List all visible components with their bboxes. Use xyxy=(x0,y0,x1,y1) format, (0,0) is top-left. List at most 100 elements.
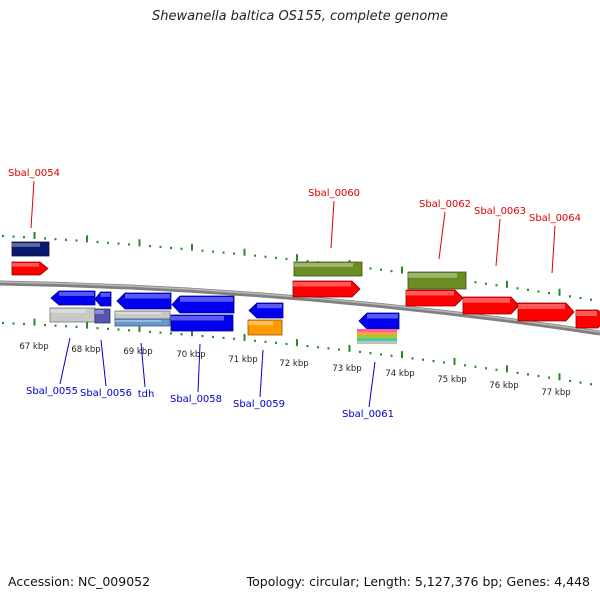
genome-backbone xyxy=(0,280,600,336)
gene-bar-tdh-domain-a xyxy=(114,310,171,320)
gene-bar-sbal-0062-cds-body xyxy=(407,271,467,290)
scale-label-71-kbp: 71 kbp xyxy=(228,355,257,365)
gene-arrow-sbal-0064 xyxy=(517,302,575,322)
scale-label-67-kbp: 67 kbp xyxy=(19,342,48,352)
gene-arrow-sbal-0055 xyxy=(50,290,96,306)
gene-bar-sbal-0059-domain-highlight xyxy=(248,321,273,326)
gene-arrow-sbal-0062 xyxy=(405,289,464,307)
gene-arrow-sbal-0063-body xyxy=(462,296,520,315)
bottom-tick xyxy=(485,367,487,370)
leader-sbal-0060 xyxy=(330,200,335,249)
bottom-tick xyxy=(306,344,309,348)
gene-arrow-sbal-0058-body xyxy=(171,295,235,314)
scale-label-74-kbp: 74 kbp xyxy=(385,369,414,379)
bottom-tick xyxy=(44,323,46,327)
label-sbal-0055: Sbal_0055 xyxy=(26,386,78,397)
top-tick xyxy=(54,238,57,241)
gene-bar-sbal-0061-domain-2 xyxy=(357,335,397,338)
scale-label-73-kbp: 73 kbp xyxy=(332,364,361,374)
bottom-tick xyxy=(2,321,4,325)
bottom-tick xyxy=(579,381,582,384)
gene-bar-sbal-0060-cds xyxy=(293,261,363,277)
gene-arrow-sbal-0060-body xyxy=(292,280,361,298)
bottom-tick xyxy=(474,365,477,368)
top-tick xyxy=(149,244,151,248)
gene-arrow-sbal-0056 xyxy=(94,291,112,307)
gene-arrow-sbal-0064-highlight xyxy=(518,304,565,310)
gene-arrow-next xyxy=(575,309,600,329)
gene-arrow-sbal-0058 xyxy=(171,295,235,314)
top-tick xyxy=(243,248,246,256)
top-tick xyxy=(138,239,141,247)
top-tick xyxy=(201,249,204,252)
bottom-tick xyxy=(159,331,162,334)
gene-bar-sbal-0060-cds-body xyxy=(293,261,363,277)
bottom-tick xyxy=(222,336,225,339)
map-title: Shewanella baltica OS155, complete genom… xyxy=(152,9,448,24)
bottom-tick xyxy=(117,328,120,331)
bottom-tick xyxy=(54,324,57,327)
label-leader-lines xyxy=(30,180,556,408)
top-tick xyxy=(96,240,99,244)
leader-sbal-0054 xyxy=(30,180,35,229)
bottom-tick xyxy=(348,344,351,352)
bottom-tick xyxy=(390,354,393,357)
leader-tdh xyxy=(140,342,146,388)
top-tick xyxy=(75,239,78,242)
scale-label-76-kbp: 76 kbp xyxy=(489,381,518,391)
bottom-tick xyxy=(537,374,540,378)
leader-sbal-0061 xyxy=(368,361,376,408)
leader-sbal-0056 xyxy=(100,339,107,387)
gene-arrow-sbal-0062-highlight xyxy=(406,291,454,296)
gene-bar-sbal-0054-cds xyxy=(11,241,50,257)
gene-bar-sbal-0054-cds-highlight xyxy=(12,243,40,247)
bottom-tick xyxy=(12,322,15,325)
bottom-tick xyxy=(548,376,550,379)
top-tick xyxy=(65,238,67,241)
gene-arrow-sbal-0059-highlight xyxy=(257,304,282,309)
gene-arrow-sbal-0062-body xyxy=(405,289,464,307)
gene-bar-sbal-0062-cds xyxy=(407,271,467,290)
top-tick xyxy=(296,254,298,262)
top-tick xyxy=(516,287,519,290)
bottom-tick xyxy=(317,346,319,349)
gene-bar-sbal-0060-cds-highlight xyxy=(294,263,353,267)
top-tick xyxy=(527,288,529,291)
top-tick xyxy=(180,247,183,250)
top-tick xyxy=(537,290,540,293)
leader-sbal-0058 xyxy=(197,343,201,393)
gene-bar-sbal-0062-cds-highlight xyxy=(408,273,457,278)
bottom-tick xyxy=(401,351,403,359)
bottom-tick xyxy=(254,339,256,342)
gene-arrow-sbal-0054-body xyxy=(11,261,49,276)
top-tick xyxy=(44,237,46,240)
gene-arrow-tdh xyxy=(116,292,172,310)
top-tick xyxy=(107,241,109,244)
label-tdh: tdh xyxy=(138,389,155,400)
top-tick xyxy=(474,281,477,284)
bottom-tick xyxy=(506,365,508,373)
bottom-tick xyxy=(128,329,130,332)
gene-bar-sbal-0058-domain-highlight xyxy=(171,316,224,321)
scale-label-69-kbp: 69 kbp xyxy=(123,347,152,357)
gene-arrow-tdh-body xyxy=(116,292,172,310)
top-tick xyxy=(2,234,4,238)
gene-arrow-sbal-0061 xyxy=(358,312,400,330)
gene-bar-sbal-0059-domain-body xyxy=(247,319,283,336)
top-tick xyxy=(222,251,225,254)
gene-arrow-sbal-0059-body xyxy=(248,302,284,319)
top-tick xyxy=(506,280,508,288)
bottom-tick xyxy=(590,383,592,386)
top-tick xyxy=(390,270,393,273)
bottom-tick xyxy=(443,361,445,364)
gene-bar-tdh-domain-b-highlight xyxy=(115,320,161,322)
top-tick xyxy=(159,245,162,249)
gene-bar-sbal-0056-domain-body xyxy=(94,308,111,324)
label-sbal-0064: Sbal_0064 xyxy=(529,213,581,224)
gene-arrow-tdh-highlight xyxy=(125,294,170,299)
top-tick xyxy=(590,298,592,301)
top-tick xyxy=(485,282,487,285)
top-tick xyxy=(23,236,25,239)
gene-arrow-next-body xyxy=(575,309,600,329)
bottom-tick xyxy=(96,327,99,330)
